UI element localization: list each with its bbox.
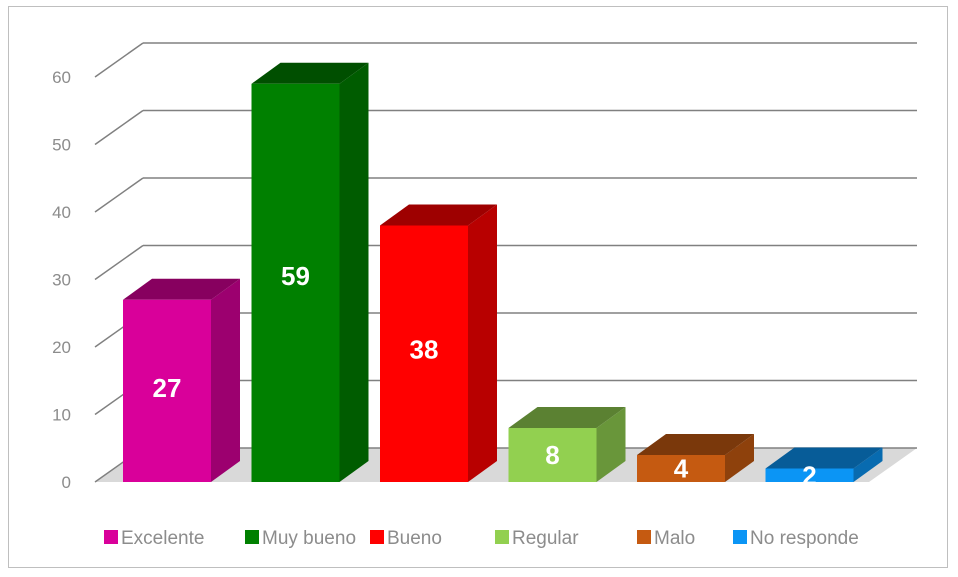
data-label: 38 bbox=[410, 335, 439, 365]
legend-label: No responde bbox=[750, 528, 859, 549]
y-tick-label: 20 bbox=[52, 338, 71, 357]
legend-item: Bueno bbox=[370, 528, 442, 549]
legend-swatch bbox=[637, 530, 651, 544]
gridline bbox=[94, 177, 917, 213]
legend-label: Excelente bbox=[121, 528, 204, 549]
legend-label: Malo bbox=[654, 528, 695, 549]
legend-swatch bbox=[104, 530, 118, 544]
bars: 27 59 38 8 4 2 bbox=[123, 62, 883, 490]
y-tick-label: 50 bbox=[52, 136, 71, 155]
y-axis: 0 10 20 30 40 50 60 bbox=[52, 68, 71, 492]
legend: Excelente Muy bueno Bueno Regular Malo No res… bbox=[104, 528, 859, 549]
gridline bbox=[94, 42, 917, 78]
legend-label: Bueno bbox=[387, 528, 442, 549]
gridline bbox=[94, 109, 917, 146]
y-tick-label: 0 bbox=[62, 473, 71, 492]
legend-swatch bbox=[733, 530, 747, 544]
legend-swatch bbox=[495, 530, 509, 544]
bar-excelente: 27 bbox=[123, 278, 240, 482]
legend-label: Muy bueno bbox=[262, 528, 356, 549]
legend-item: Excelente bbox=[104, 528, 204, 549]
bar-chart: 0 10 20 30 40 50 60 27 59 38 8 4 2 Excelente Muy bue… bbox=[52, 42, 917, 549]
legend-swatch bbox=[370, 530, 384, 544]
gridline bbox=[94, 244, 917, 281]
chart-frame: 0 10 20 30 40 50 60 27 59 38 8 4 2 Excelente Muy bue… bbox=[8, 6, 948, 568]
legend-swatch bbox=[245, 530, 259, 544]
bar-muy-bueno: 59 bbox=[251, 62, 369, 482]
data-label: 8 bbox=[545, 440, 559, 470]
legend-item: Muy bueno bbox=[245, 528, 356, 549]
y-tick-label: 40 bbox=[52, 203, 71, 222]
bar-no-responde: 2 bbox=[765, 447, 883, 490]
data-label: 2 bbox=[802, 460, 816, 490]
data-label: 27 bbox=[153, 373, 182, 403]
legend-label: Regular bbox=[512, 528, 579, 549]
data-label: 4 bbox=[674, 454, 689, 484]
y-tick-label: 60 bbox=[52, 68, 71, 87]
bar-bueno: 38 bbox=[380, 204, 497, 482]
data-label: 59 bbox=[281, 261, 310, 291]
legend-item: Regular bbox=[495, 528, 579, 549]
y-tick-label: 10 bbox=[52, 406, 71, 425]
bar-malo: 4 bbox=[637, 434, 754, 484]
bar-regular: 8 bbox=[508, 407, 626, 482]
legend-item: Malo bbox=[637, 528, 695, 549]
legend-item: No responde bbox=[733, 528, 859, 549]
y-tick-label: 30 bbox=[52, 271, 71, 290]
